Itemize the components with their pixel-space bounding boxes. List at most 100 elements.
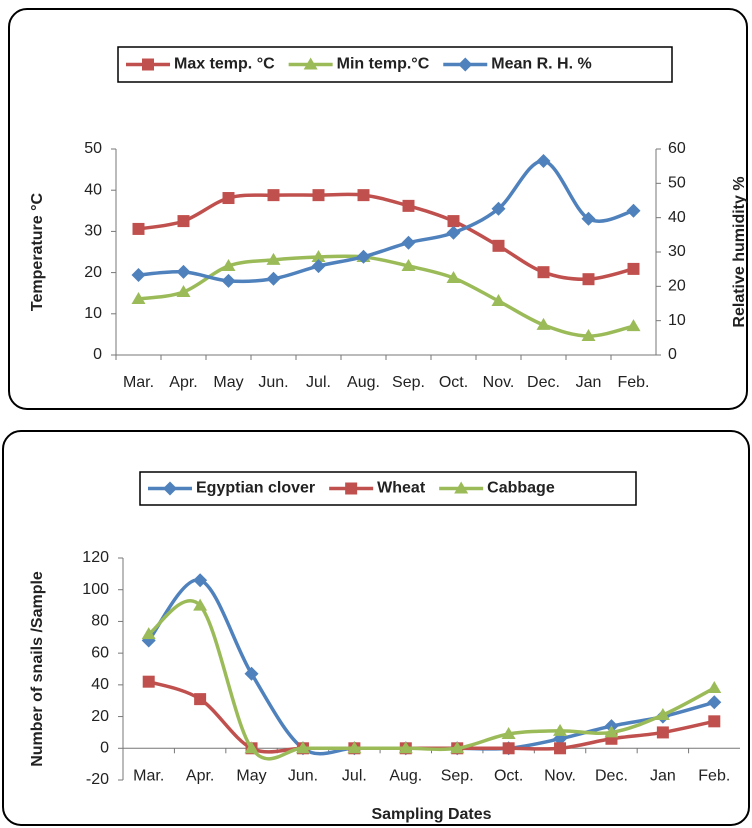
x-tick-label: Oct. — [494, 768, 523, 785]
marker — [194, 693, 207, 706]
marker — [357, 189, 370, 202]
marker — [347, 741, 362, 754]
marker — [536, 154, 551, 169]
y2-tick-label: 60 — [668, 140, 686, 157]
legend-label: Cabbage — [487, 480, 555, 497]
marker — [582, 273, 595, 286]
marker — [193, 573, 208, 588]
marker — [193, 598, 208, 611]
y2-tick-label: 20 — [668, 278, 686, 295]
marker — [554, 742, 567, 755]
y-tick-label: 100 — [82, 581, 109, 598]
marker — [604, 725, 619, 738]
marker — [401, 235, 416, 250]
marker — [221, 259, 236, 272]
y-tick-label: -20 — [86, 771, 109, 788]
marker — [132, 222, 145, 235]
y2-tick-label: 40 — [668, 209, 686, 226]
marker — [536, 317, 551, 330]
legend — [139, 471, 637, 506]
x-tick-label: Mar. — [123, 374, 154, 391]
x-tick-label: Dec. — [527, 374, 560, 391]
y-tick-label: 30 — [84, 223, 102, 240]
marker — [707, 695, 722, 710]
marker — [707, 681, 722, 694]
marker — [446, 270, 461, 283]
y2-tick-label: 30 — [668, 243, 686, 260]
y-tick-label: 10 — [84, 305, 102, 322]
series-line — [138, 192, 634, 282]
y-axis-title: Number of snails /Sample — [29, 571, 46, 767]
marker — [312, 189, 325, 202]
x-tick-label: May — [213, 374, 243, 391]
y2-tick-label: 10 — [668, 312, 686, 329]
legend — [117, 46, 673, 83]
marker — [266, 271, 281, 286]
legend-label: Wheat — [377, 480, 426, 497]
marker — [708, 715, 721, 728]
x-tick-label: Jul. — [306, 374, 331, 391]
legend-label: Min temp.°C — [337, 56, 430, 73]
marker — [345, 482, 358, 495]
x-tick-label: May — [236, 768, 266, 785]
panel — [2, 430, 750, 826]
x-tick-label: Jun. — [288, 768, 318, 785]
marker — [398, 741, 413, 754]
marker — [553, 723, 568, 736]
marker — [492, 239, 505, 252]
marker — [221, 273, 236, 288]
marker — [222, 192, 235, 205]
marker — [458, 57, 473, 72]
x-tick-label: Nov. — [544, 768, 576, 785]
marker — [627, 262, 640, 275]
legend-label: Max temp. °C — [174, 56, 275, 73]
y-tick-label: 50 — [84, 140, 102, 157]
y-tick-label: 0 — [93, 346, 102, 363]
y2-axis-title: Relative humidity % — [731, 176, 748, 327]
x-tick-label: Jul. — [342, 768, 367, 785]
marker — [311, 249, 326, 262]
marker — [537, 266, 550, 279]
marker — [176, 284, 191, 297]
series-line — [148, 680, 715, 754]
x-tick-label: Oct. — [439, 374, 468, 391]
marker — [303, 57, 318, 70]
marker — [656, 726, 669, 739]
marker — [244, 741, 259, 754]
y-tick-label: 20 — [84, 264, 102, 281]
marker — [626, 319, 641, 332]
marker — [141, 627, 156, 640]
y-tick-label: 120 — [82, 549, 109, 566]
marker — [142, 58, 154, 71]
marker — [131, 268, 146, 283]
y-tick-label: 40 — [84, 181, 102, 198]
x-tick-label: Jan — [650, 768, 676, 785]
marker — [402, 199, 415, 212]
marker — [581, 329, 596, 342]
x-tick-label: Nov. — [483, 374, 515, 391]
marker — [581, 211, 596, 226]
x-tick-label: Aug. — [347, 374, 380, 391]
marker — [447, 215, 460, 228]
marker — [176, 264, 191, 279]
y2-tick-label: 0 — [668, 346, 677, 363]
marker — [626, 203, 641, 218]
marker — [244, 666, 259, 681]
panel — [8, 8, 748, 410]
x-tick-label: Dec. — [595, 768, 628, 785]
marker — [267, 189, 280, 202]
y-axis-title: Temperature °C — [29, 192, 46, 311]
marker — [177, 215, 190, 228]
marker — [446, 225, 461, 240]
legend-label: Mean R. H. % — [491, 56, 591, 73]
x-tick-label: Feb. — [617, 374, 649, 391]
marker — [163, 481, 177, 496]
x-axis-title: Sampling Dates — [371, 806, 491, 823]
marker — [401, 259, 416, 272]
x-tick-label: Aug. — [389, 768, 422, 785]
x-tick-label: Apr. — [186, 768, 214, 785]
series-line — [138, 254, 634, 338]
series-line — [138, 159, 634, 284]
x-tick-label: Jun. — [258, 374, 288, 391]
